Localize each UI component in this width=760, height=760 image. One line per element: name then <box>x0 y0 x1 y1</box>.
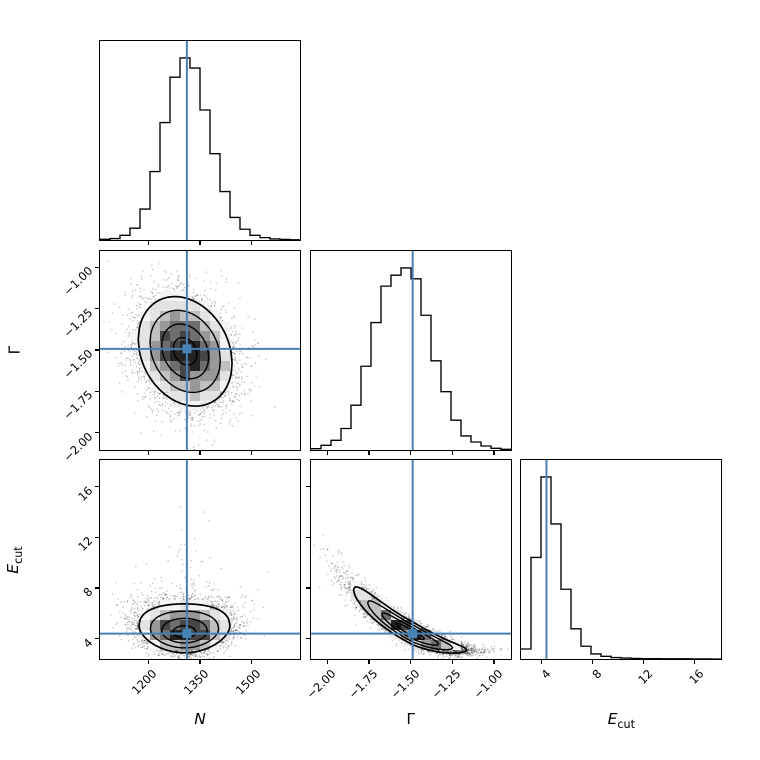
y-tick-mark <box>95 307 99 310</box>
y-tick-mark <box>95 587 99 589</box>
tick-label: −2.00 <box>304 666 339 702</box>
tick-label: −1.50 <box>387 666 423 702</box>
panel-N-Ecut <box>99 459 301 660</box>
tick-label: −1.00 <box>60 263 96 299</box>
x-tick-mark <box>147 660 149 664</box>
histogram-svg <box>310 250 511 450</box>
histogram-svg <box>521 460 722 659</box>
tick-label: 12 <box>75 533 96 555</box>
histogram-svg <box>100 41 300 240</box>
y-tick-mark <box>95 432 99 434</box>
x-tick-mark <box>147 450 149 455</box>
x-axis-label-Ecut-sub: cut <box>617 718 635 732</box>
tick-label: −1.75 <box>345 666 381 702</box>
panel-hist-Gamma <box>309 249 512 451</box>
y-tick-mark <box>305 638 310 640</box>
x-tick-mark <box>368 660 370 664</box>
tick-label: −1.75 <box>60 387 96 423</box>
x-tick-mark <box>693 660 696 664</box>
y-tick-mark <box>305 536 310 538</box>
x-tick-mark <box>410 450 412 455</box>
x-tick-mark <box>451 450 453 455</box>
tick-label: 16 <box>75 483 96 504</box>
histogram-outline <box>521 476 722 659</box>
x-tick-mark <box>493 660 495 664</box>
x-tick-mark <box>368 450 370 455</box>
y-tick-mark <box>95 536 99 538</box>
x-tick-mark <box>251 241 253 245</box>
x-tick-mark <box>251 450 253 455</box>
y-tick-mark <box>95 638 99 640</box>
x-tick-mark <box>251 660 253 664</box>
x-tick-mark <box>451 660 453 664</box>
tick-label: 1500 <box>232 666 264 698</box>
density-canvas <box>100 460 300 659</box>
tick-label: 4 <box>80 635 96 651</box>
x-tick-mark <box>643 660 645 664</box>
histogram-outline <box>310 266 511 450</box>
tick-label: −1.25 <box>429 666 464 702</box>
panel-Gamma-Ecut <box>309 459 512 660</box>
y-tick-mark <box>95 349 99 351</box>
y-axis-label-Ecut-sub: cut <box>11 545 25 564</box>
tick-label: −2.00 <box>60 429 96 465</box>
tick-label: 16 <box>685 666 707 687</box>
x-tick-mark <box>147 241 149 245</box>
x-axis-label-Ecut: Ecut <box>607 710 635 732</box>
x-tick-mark <box>326 450 328 455</box>
panel-N-Gamma <box>99 249 301 451</box>
panel-hist-N <box>99 40 301 241</box>
tick-label: −1.00 <box>470 666 506 702</box>
tick-label: −1.50 <box>60 346 96 382</box>
panel-hist-Ecut <box>520 459 723 660</box>
tick-label: 8 <box>80 584 96 600</box>
tick-label: 4 <box>538 666 554 682</box>
y-tick-mark <box>95 486 99 488</box>
y-tick-mark <box>95 390 99 392</box>
x-tick-mark <box>199 660 201 664</box>
x-tick-mark <box>410 660 412 664</box>
histogram-outline <box>100 57 300 240</box>
x-tick-mark <box>199 450 201 455</box>
y-tick-mark <box>305 486 310 488</box>
y-axis-label-Gamma: Γ <box>5 345 24 355</box>
tick-label: −1.25 <box>60 305 96 340</box>
tick-label: 1200 <box>129 666 160 698</box>
x-axis-label-N: N <box>194 710 206 728</box>
x-tick-mark <box>541 660 543 664</box>
x-axis-label-Ecut-main: E <box>607 710 618 728</box>
x-tick-mark <box>493 450 495 455</box>
tick-label: 12 <box>634 666 656 687</box>
y-tick-mark <box>305 587 310 589</box>
x-tick-mark <box>199 241 201 245</box>
x-tick-mark <box>326 660 328 664</box>
x-axis-label-Gamma: Γ <box>406 710 416 728</box>
y-axis-label-Ecut: Ecut <box>3 545 25 574</box>
x-tick-mark <box>592 660 594 664</box>
y-axis-label-Ecut-main: E <box>3 563 22 574</box>
tick-label: 1350 <box>180 666 212 698</box>
density-canvas <box>100 250 300 450</box>
y-tick-mark <box>95 266 99 268</box>
density-canvas <box>310 460 511 659</box>
tick-label: 8 <box>589 666 605 682</box>
